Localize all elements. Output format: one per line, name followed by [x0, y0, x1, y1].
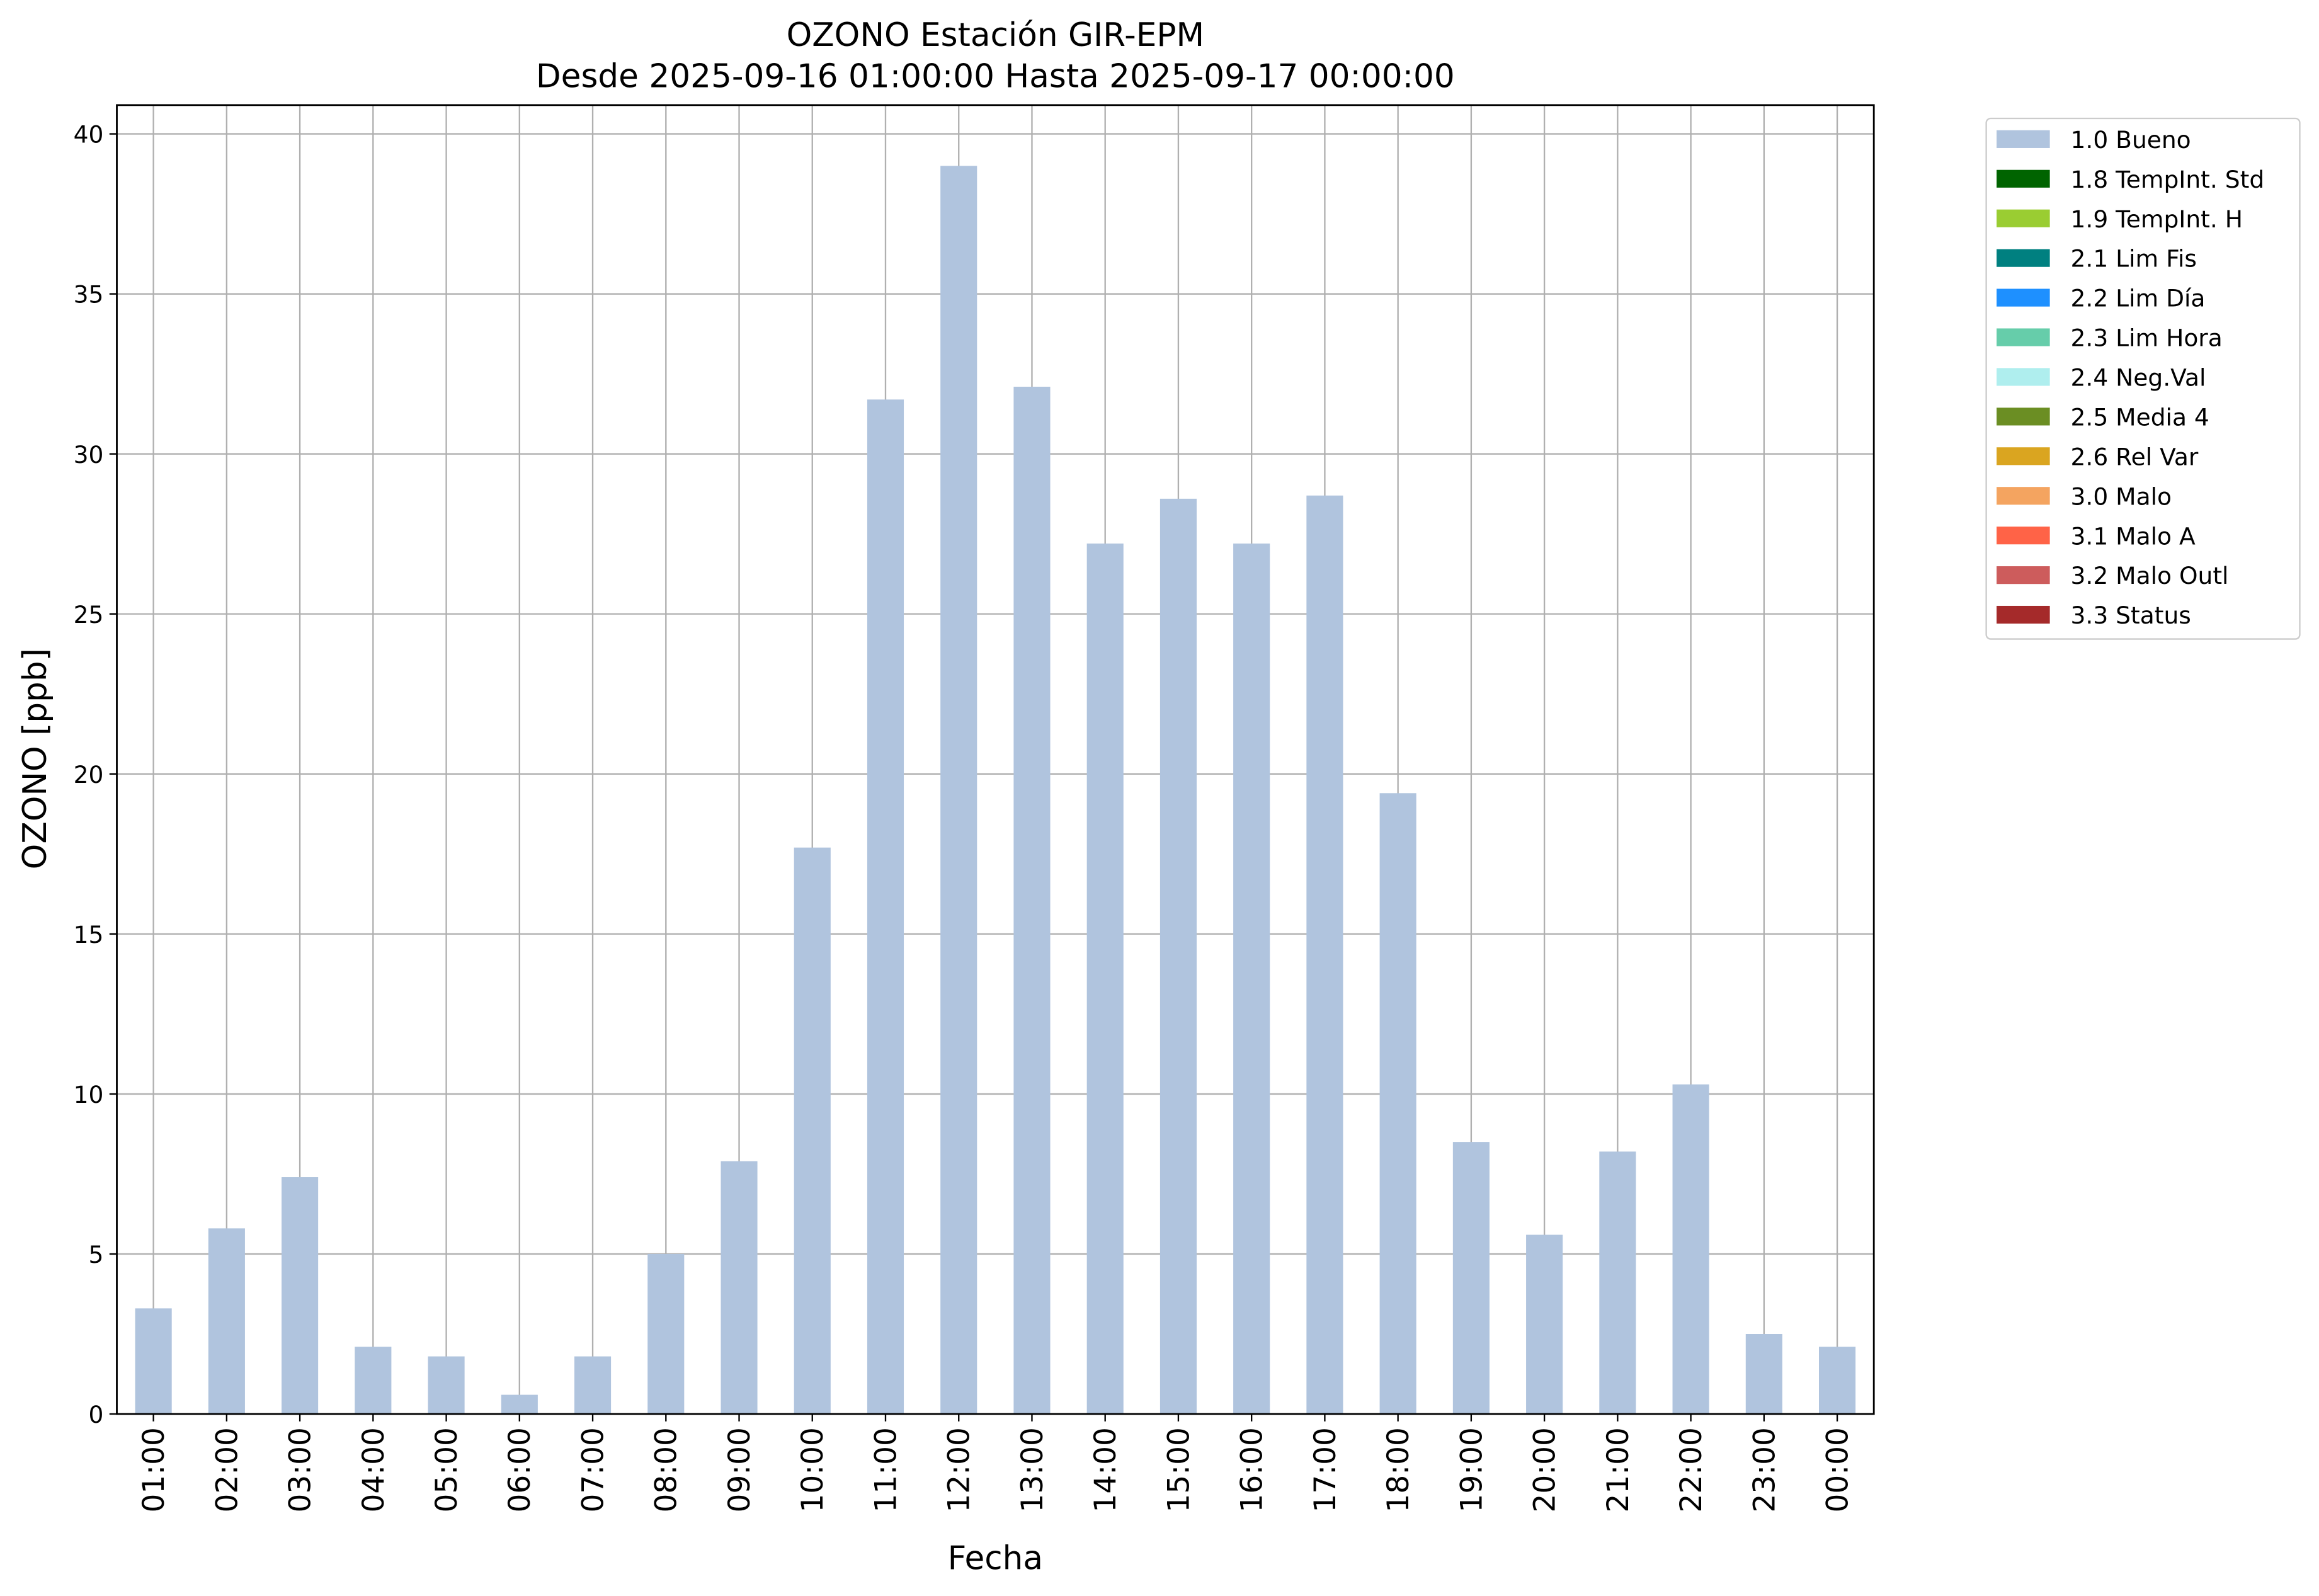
legend-label: 2.3 Lim Hora — [2071, 324, 2223, 352]
legend-label: 2.4 Neg.Val — [2071, 364, 2206, 392]
y-tick-label: 0 — [88, 1401, 103, 1428]
legend-swatch — [1997, 368, 2050, 386]
bar — [1672, 1084, 1709, 1415]
x-tick-label: 22:00 — [1674, 1427, 1709, 1512]
x-tick-label: 17:00 — [1308, 1427, 1343, 1512]
legend-swatch — [1997, 328, 2050, 346]
bar — [1452, 1142, 1490, 1415]
y-tick-label: 20 — [74, 761, 104, 789]
bar — [1013, 386, 1051, 1415]
x-tick-label: 03:00 — [283, 1427, 318, 1512]
y-tick-label: 40 — [74, 121, 104, 149]
legend-swatch — [1997, 566, 2050, 584]
bar — [501, 1394, 538, 1415]
bar — [940, 166, 977, 1415]
x-tick-label: 14:00 — [1088, 1427, 1123, 1512]
x-tick-label: 12:00 — [942, 1427, 977, 1512]
x-tick-label: 19:00 — [1454, 1427, 1489, 1512]
x-tick-label: 16:00 — [1235, 1427, 1270, 1512]
legend-swatch — [1997, 209, 2050, 227]
chart-subtitle: Desde 2025-09-16 01:00:00 Hasta 2025-09-… — [536, 58, 1455, 96]
y-tick-label: 30 — [74, 441, 104, 469]
legend-label: 2.2 Lim Día — [2071, 285, 2206, 312]
bar — [355, 1347, 392, 1415]
legend-swatch — [1997, 288, 2050, 307]
bar — [1379, 793, 1416, 1415]
x-tick-label: 04:00 — [356, 1427, 391, 1512]
bar — [867, 399, 904, 1415]
legend-label: 1.8 TempInt. Std — [2071, 166, 2265, 193]
x-tick-label: 15:00 — [1161, 1427, 1196, 1512]
bar — [647, 1253, 685, 1415]
chart-title: OZONO Estación GIR-EPM — [787, 16, 1204, 54]
bar — [1599, 1151, 1636, 1415]
legend-label: 1.0 Bueno — [2071, 126, 2191, 154]
bar — [1745, 1334, 1782, 1415]
legend-swatch — [1997, 169, 2050, 188]
bar — [794, 847, 831, 1415]
legend-swatch — [1997, 249, 2050, 267]
legend-label: 3.0 Malo — [2071, 482, 2172, 510]
y-tick-label: 35 — [74, 281, 104, 309]
legend-label: 1.9 TempInt. H — [2071, 205, 2243, 233]
bar — [208, 1228, 245, 1415]
bar — [1160, 498, 1197, 1415]
plot-frame — [116, 104, 1875, 1415]
bar — [1086, 543, 1124, 1415]
x-tick-label: 07:00 — [576, 1427, 610, 1512]
bar — [1233, 543, 1270, 1415]
legend-swatch — [1997, 605, 2050, 624]
x-tick-label: 18:00 — [1381, 1427, 1416, 1512]
legend-swatch — [1997, 487, 2050, 505]
bar — [1819, 1347, 1856, 1415]
legend-swatch — [1997, 447, 2050, 465]
legend-label: 3.3 Status — [2071, 601, 2191, 629]
x-tick-label: 23:00 — [1747, 1427, 1782, 1512]
x-tick-label: 20:00 — [1528, 1427, 1563, 1512]
x-tick-label: 11:00 — [869, 1427, 903, 1512]
x-tick-label: 13:00 — [1015, 1427, 1050, 1512]
legend-swatch — [1997, 408, 2050, 426]
legend-label: 2.1 Lim Fis — [2071, 245, 2197, 273]
x-tick-label: 02:00 — [210, 1427, 244, 1512]
x-tick-label: 09:00 — [722, 1427, 757, 1512]
bar — [1526, 1234, 1563, 1415]
bar — [574, 1356, 612, 1415]
legend-swatch — [1997, 130, 2050, 148]
legend-label: 2.6 Rel Var — [2071, 443, 2199, 470]
x-tick-label: 10:00 — [795, 1427, 830, 1512]
legend-label: 2.5 Media 4 — [2071, 403, 2209, 431]
legend-swatch — [1997, 527, 2050, 545]
legend-label: 3.2 Malo Outl — [2071, 562, 2229, 590]
y-tick-label: 10 — [74, 1081, 104, 1109]
x-tick-label: 01:00 — [137, 1427, 171, 1512]
bar — [428, 1356, 465, 1415]
legend-box — [1985, 117, 2301, 640]
bar — [135, 1308, 172, 1415]
bar — [1306, 495, 1343, 1415]
y-tick-label: 15 — [74, 921, 104, 949]
y-axis-label: OZONO [ppb] — [16, 648, 54, 869]
bar — [721, 1161, 758, 1415]
bar — [282, 1177, 319, 1415]
legend-label: 3.1 Malo A — [2071, 522, 2196, 550]
x-tick-label: 06:00 — [503, 1427, 537, 1512]
x-axis-label: Fecha — [948, 1540, 1043, 1578]
x-tick-label: 00:00 — [1821, 1427, 1855, 1512]
x-tick-label: 05:00 — [430, 1427, 464, 1512]
y-tick-label: 25 — [74, 601, 104, 629]
x-tick-label: 21:00 — [1601, 1427, 1636, 1512]
y-tick-label: 5 — [88, 1241, 103, 1268]
x-tick-label: 08:00 — [649, 1427, 684, 1512]
